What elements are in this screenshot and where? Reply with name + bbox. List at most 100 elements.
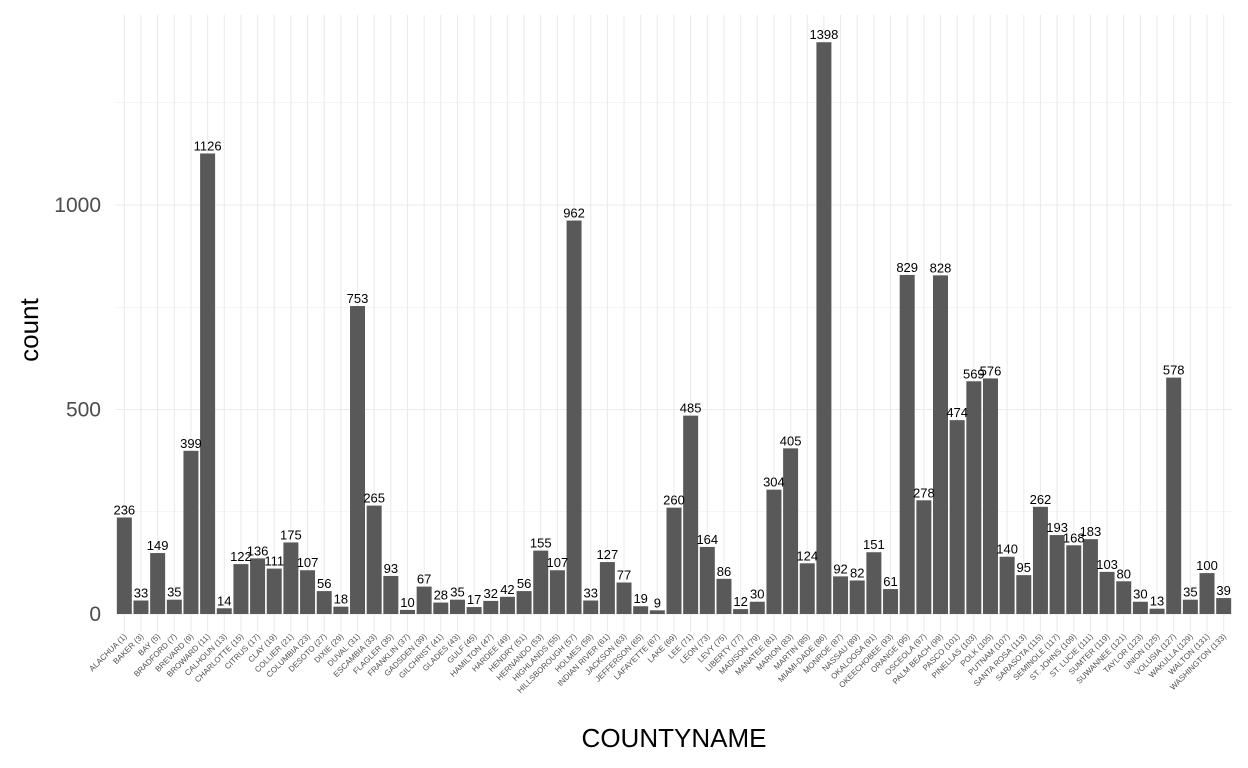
bar <box>649 610 665 614</box>
bar <box>566 220 582 615</box>
bar <box>350 306 366 614</box>
data-label: 10 <box>400 595 414 610</box>
bar <box>483 600 499 614</box>
bar <box>200 153 216 614</box>
data-label: 168 <box>1063 530 1085 545</box>
data-label: 103 <box>1096 557 1118 572</box>
bar <box>183 450 199 614</box>
bar <box>799 563 815 614</box>
bar <box>783 448 799 614</box>
data-label: 193 <box>1046 520 1068 535</box>
bar <box>899 274 915 614</box>
bar <box>300 570 316 614</box>
data-label: 35 <box>167 585 181 600</box>
bar <box>266 568 282 614</box>
bar <box>816 42 832 614</box>
data-label: 962 <box>563 206 585 221</box>
bar <box>1216 598 1232 614</box>
data-label: 107 <box>297 555 319 570</box>
bar <box>1016 575 1032 614</box>
bar <box>499 596 515 614</box>
bar <box>399 609 415 614</box>
bar <box>683 415 699 614</box>
data-label: 95 <box>1017 560 1031 575</box>
bar <box>1032 506 1048 614</box>
bars <box>116 42 1232 615</box>
bar <box>116 517 132 614</box>
data-label: 111 <box>264 554 284 569</box>
bar <box>1132 601 1148 614</box>
data-label: 61 <box>883 574 897 589</box>
data-label: 136 <box>247 543 269 558</box>
data-label: 30 <box>1133 587 1147 602</box>
bar <box>1149 608 1165 614</box>
data-label: 576 <box>980 363 1002 378</box>
bar <box>1199 573 1215 614</box>
y-axis-ticks: 0 500 1000 <box>54 194 101 626</box>
bar <box>766 489 782 614</box>
data-label: 107 <box>547 555 569 570</box>
data-label: 32 <box>484 586 498 601</box>
data-label: 753 <box>347 291 369 306</box>
bar <box>699 546 715 614</box>
x-axis-title: COUNTYNAME <box>582 723 767 753</box>
bar <box>949 420 965 614</box>
data-label: 175 <box>280 527 302 542</box>
bar <box>333 606 349 614</box>
bar <box>883 589 899 614</box>
bar <box>666 507 682 614</box>
data-label: 12 <box>733 594 747 609</box>
bar <box>383 575 399 614</box>
bar <box>999 556 1015 614</box>
bar <box>283 542 299 614</box>
bar <box>166 599 182 614</box>
bar <box>533 550 549 614</box>
data-label: 569 <box>963 366 985 381</box>
data-label: 829 <box>896 260 918 275</box>
bar <box>1082 539 1098 614</box>
data-label: 42 <box>500 582 514 597</box>
data-label: 183 <box>1080 524 1102 539</box>
data-label: 13 <box>1150 594 1164 609</box>
data-label: 77 <box>617 568 631 583</box>
data-label: 9 <box>654 595 661 610</box>
bar <box>1049 535 1065 614</box>
data-label: 28 <box>434 588 448 603</box>
data-label: 140 <box>996 542 1018 557</box>
data-label: 19 <box>633 591 647 606</box>
data-label: 86 <box>717 564 731 579</box>
data-label: 278 <box>913 485 935 500</box>
data-label: 18 <box>334 592 348 607</box>
data-label: 17 <box>467 592 481 607</box>
bar <box>1182 599 1198 614</box>
data-label: 485 <box>680 401 702 416</box>
bar <box>616 582 632 614</box>
data-label: 14 <box>217 593 231 608</box>
data-label: 100 <box>1196 558 1218 573</box>
data-label: 30 <box>750 587 764 602</box>
y-tick-label: 1000 <box>54 194 101 217</box>
data-label: 35 <box>1183 585 1197 600</box>
data-label: 56 <box>317 576 331 591</box>
data-label: 164 <box>696 532 718 547</box>
data-label: 56 <box>517 576 531 591</box>
bar <box>1099 571 1115 614</box>
data-label: 236 <box>113 502 135 517</box>
bar <box>1066 545 1082 614</box>
data-labels: 2363314935399112614122136111175107561875… <box>113 27 1230 610</box>
bar <box>1116 581 1132 614</box>
data-label: 151 <box>863 537 885 552</box>
bar <box>833 576 849 614</box>
bar <box>416 586 432 614</box>
data-label: 122 <box>230 549 252 564</box>
data-label: 304 <box>763 475 785 490</box>
data-label: 262 <box>1030 492 1052 507</box>
data-label: 1398 <box>809 27 838 42</box>
bar <box>733 609 749 614</box>
bar <box>233 564 249 614</box>
bar <box>250 558 266 614</box>
data-label: 33 <box>134 586 148 601</box>
bar <box>449 599 465 614</box>
